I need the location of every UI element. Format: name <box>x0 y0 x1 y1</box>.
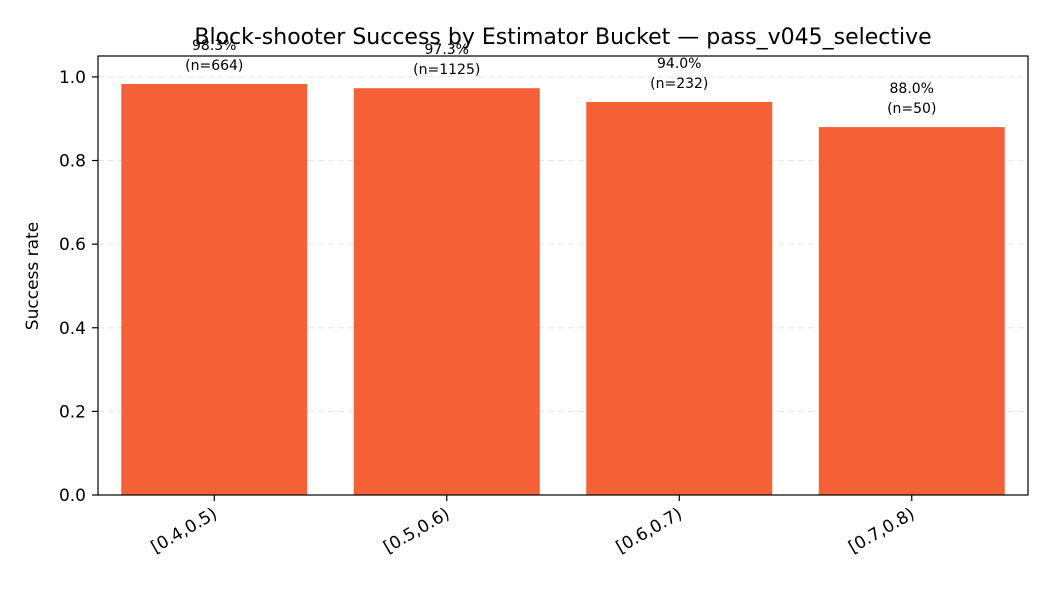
bar-count-label: (n=50) <box>887 101 936 117</box>
bar-labels: 98.3% (n=664) 97.3% (n=1125) 94.0% (n=232) 88.… <box>185 38 936 117</box>
bars <box>121 84 1005 496</box>
bar <box>818 127 1005 496</box>
bar-value-label: 94.0% <box>657 56 701 72</box>
y-tick-label: 1.0 <box>59 68 86 88</box>
chart-title: Block-shooter Success by Estimator Bucke… <box>194 25 931 50</box>
x-tick-label: [0.7,0.8) <box>845 504 918 558</box>
bar-count-label: (n=232) <box>650 76 708 92</box>
bar <box>586 101 773 495</box>
bar-value-label: 88.0% <box>890 81 934 97</box>
x-tick-label: [0.6,0.7) <box>613 504 686 558</box>
y-tick-label: 0.4 <box>59 319 86 339</box>
bar-count-label: (n=664) <box>185 58 243 74</box>
y-tick-label: 0.2 <box>59 402 86 422</box>
plot-frame <box>97 55 1029 496</box>
bar-value-label: 97.3% <box>425 42 469 58</box>
bar <box>353 88 540 496</box>
y-tick-label: 0.0 <box>59 486 86 506</box>
x-tick-label: [0.5,0.6) <box>380 504 453 558</box>
x-tick-label: [0.4,0.5) <box>148 504 221 558</box>
bar-count-label: (n=1125) <box>413 62 480 78</box>
bar <box>121 84 308 495</box>
y-tick-label: 0.8 <box>59 152 86 172</box>
y-axis-label: Success rate <box>23 222 43 330</box>
bar-value-label: 98.3% <box>192 38 236 54</box>
y-tick-label: 0.6 <box>59 235 86 255</box>
